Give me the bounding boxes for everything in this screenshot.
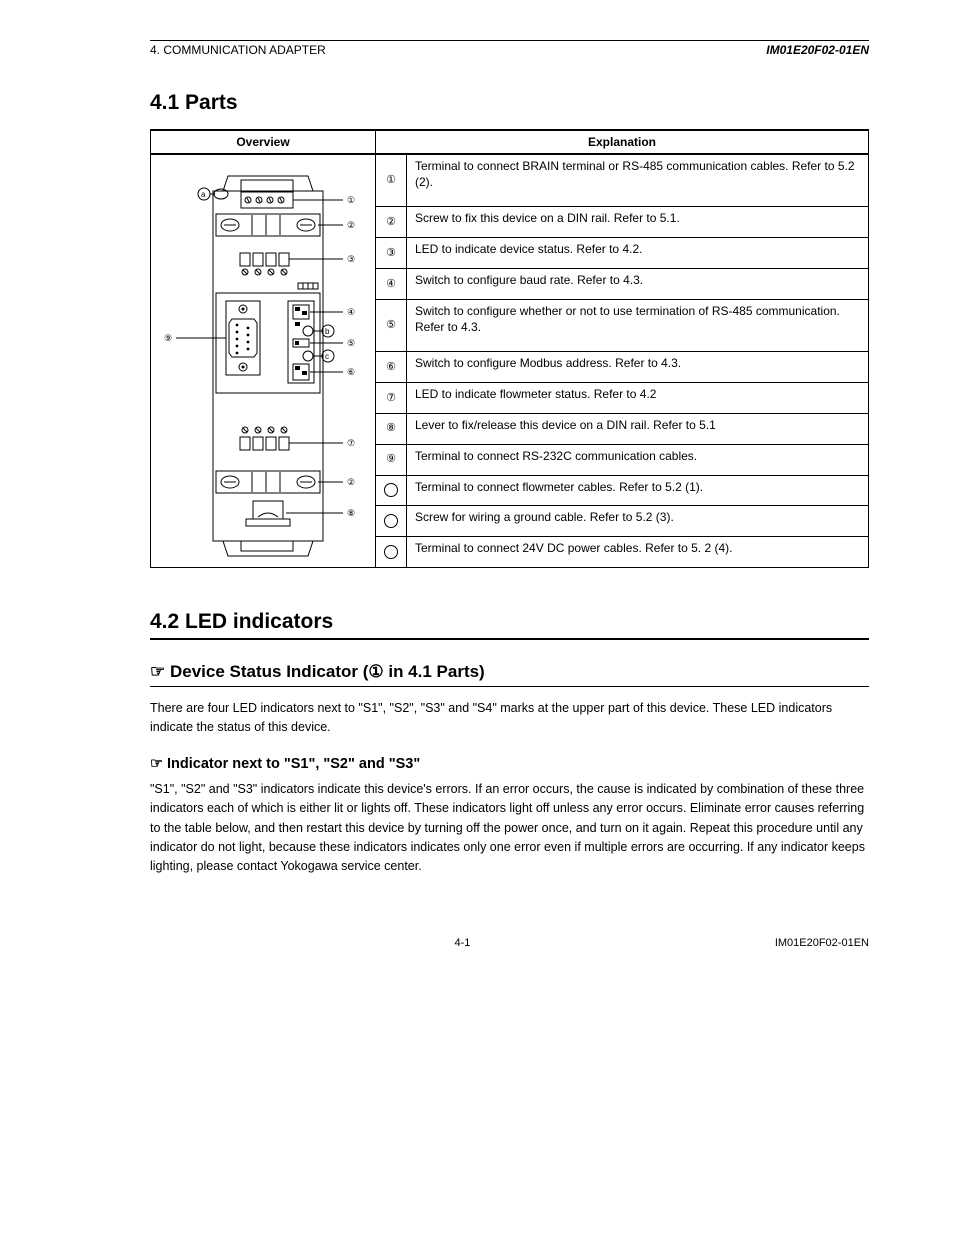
row-b-text: Screw for wiring a ground cable. Refer t… — [407, 506, 869, 537]
overview-diagram-cell: ① ② ③ ④ ⑤ ⑥ ⑦ ② ⑧ ⑨ a b — [151, 154, 376, 568]
col-overview: Overview — [151, 130, 376, 154]
section-parts-title: 4.1 Parts — [150, 91, 869, 115]
row-a-text: Terminal to connect flowmeter cables. Re… — [407, 475, 869, 506]
svg-text:a: a — [201, 190, 206, 199]
device-status-heading: ☞ Device Status Indicator (① in 4.1 Part… — [150, 662, 869, 682]
row-6-text: Switch to configure Modbus address. Refe… — [407, 352, 869, 383]
row-3-text: LED to indicate device status. Refer to … — [407, 238, 869, 269]
svg-text:b: b — [325, 327, 330, 336]
row-7-text: LED to indicate flowmeter status. Refer … — [407, 383, 869, 414]
pointer-icon: ☞ — [150, 662, 165, 682]
page-footer: 4-1 IM01E20F02-01EN — [150, 937, 869, 949]
mark-3: ③ — [376, 238, 407, 269]
svg-text:④: ④ — [347, 307, 355, 317]
section-led-title: 4.2 LED indicators — [150, 610, 869, 634]
mark-5: ⑤ — [376, 299, 407, 351]
svg-text:⑤: ⑤ — [347, 338, 355, 348]
footer-doc-id: IM01E20F02-01EN — [775, 937, 869, 949]
open-circle-icon — [384, 545, 398, 559]
svg-text:⑨: ⑨ — [164, 333, 172, 343]
svg-text:⑧: ⑧ — [347, 508, 355, 518]
s1-s2-s3-heading: ☞ Indicator next to "S1", "S2" and "S3" — [150, 756, 869, 772]
open-circle-icon — [384, 514, 398, 528]
mark-4: ④ — [376, 269, 407, 300]
page-header: 4. COMMUNICATION ADAPTER IM01E20F02-01EN — [150, 43, 869, 57]
svg-text:③: ③ — [347, 254, 355, 264]
header-doc-id: IM01E20F02-01EN — [766, 43, 869, 57]
svg-text:②: ② — [347, 477, 355, 487]
col-explanation: Explanation — [376, 130, 869, 154]
mark-a — [376, 475, 407, 506]
mark-b — [376, 506, 407, 537]
parts-table: Overview Explanation — [150, 129, 869, 568]
mark-7: ⑦ — [376, 383, 407, 414]
mark-8: ⑧ — [376, 413, 407, 444]
footer-page-number: 4-1 — [454, 937, 470, 949]
pointer-icon: ☞ — [150, 756, 163, 772]
mark-c — [376, 537, 407, 568]
mark-2: ② — [376, 207, 407, 238]
mark-9: ⑨ — [376, 444, 407, 475]
mark-1: ① — [376, 154, 407, 207]
svg-text:②: ② — [347, 220, 355, 230]
svg-text:⑦: ⑦ — [347, 438, 355, 448]
mark-6: ⑥ — [376, 352, 407, 383]
s1-s2-s3-paragraph: "S1", "S2" and "S3" indicators indicate … — [150, 780, 869, 877]
svg-text:⑥: ⑥ — [347, 367, 355, 377]
svg-text:c: c — [325, 352, 329, 361]
led-intro-paragraph: There are four LED indicators next to "S… — [150, 699, 869, 738]
row-8-text: Lever to fix/release this device on a DI… — [407, 413, 869, 444]
row-2-text: Screw to fix this device on a DIN rail. … — [407, 207, 869, 238]
device-diagram: ① ② ③ ④ ⑤ ⑥ ⑦ ② ⑧ ⑨ a b — [158, 161, 368, 561]
row-9-text: Terminal to connect RS-232C communicatio… — [407, 444, 869, 475]
row-5-text: Switch to configure whether or not to us… — [407, 299, 869, 351]
row-c-text: Terminal to connect 24V DC power cables.… — [407, 537, 869, 568]
open-circle-icon — [384, 483, 398, 497]
row-1-text: Terminal to connect BRAIN terminal or RS… — [407, 154, 869, 207]
svg-text:①: ① — [347, 195, 355, 205]
header-section: 4. COMMUNICATION ADAPTER — [150, 43, 326, 57]
row-4-text: Switch to configure baud rate. Refer to … — [407, 269, 869, 300]
